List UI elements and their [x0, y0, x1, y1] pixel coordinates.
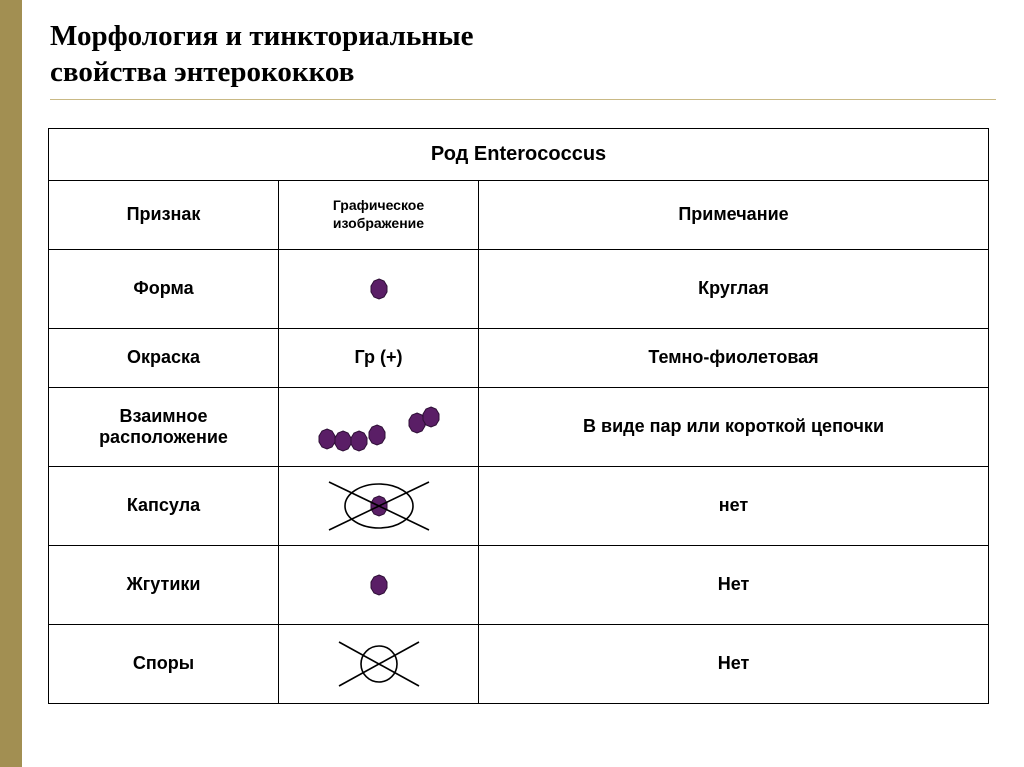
spores-trait: Споры: [49, 624, 279, 703]
stain-graphic-cell: Гр (+): [279, 328, 479, 387]
spores-graphic-cell: [279, 624, 479, 703]
title-line-1: Морфология и тинкториальные: [50, 20, 474, 52]
col-note-header: Примечание: [479, 180, 989, 249]
title-line-2: свойства энтерококков: [50, 56, 354, 88]
arrangement-note: В виде пар или короткой цепочки: [479, 387, 989, 466]
morphology-table-wrap: Род Enterococcus Признак Графическое изо…: [48, 128, 994, 704]
single-coccus-icon: [299, 269, 459, 309]
spore-crossed-icon: [299, 634, 459, 694]
row-shape: Форма Круглая: [49, 249, 989, 328]
shape-trait: Форма: [49, 249, 279, 328]
col-graphic-header: Графическое изображение: [279, 180, 479, 249]
row-capsule: Капсула нет: [49, 466, 989, 545]
genus-header-row: Род Enterococcus: [49, 128, 989, 180]
slide-title: Морфология и тинкториальные свойства энт…: [50, 18, 996, 91]
col-trait-header: Признак: [49, 180, 279, 249]
spores-note: Нет: [479, 624, 989, 703]
flagella-graphic-cell: [279, 545, 479, 624]
arrangement-trait: Взаимное расположение: [49, 387, 279, 466]
stain-trait: Окраска: [49, 328, 279, 387]
row-stain: Окраска Гр (+) Темно-фиолетовая: [49, 328, 989, 387]
row-flagella: Жгутики Нет: [49, 545, 989, 624]
morphology-table: Род Enterococcus Признак Графическое изо…: [48, 128, 989, 704]
flagella-note: Нет: [479, 545, 989, 624]
row-spores: Споры Нет: [49, 624, 989, 703]
stain-note: Темно-фиолетовая: [479, 328, 989, 387]
capsule-crossed-icon: [299, 474, 459, 538]
shape-graphic-cell: [279, 249, 479, 328]
genus-header-cell: Род Enterococcus: [49, 128, 989, 180]
arrangement-graphic-cell: [279, 387, 479, 466]
capsule-note: нет: [479, 466, 989, 545]
capsule-graphic-cell: [279, 466, 479, 545]
title-rule: [50, 99, 996, 100]
capsule-trait: Капсула: [49, 466, 279, 545]
accent-bar: [0, 0, 22, 767]
shape-note: Круглая: [479, 249, 989, 328]
flagella-coccus-icon: [299, 565, 459, 605]
flagella-trait: Жгутики: [49, 545, 279, 624]
slide-title-block: Морфология и тинкториальные свойства энт…: [50, 18, 996, 100]
cocci-chain-icon: [299, 399, 459, 455]
column-header-row: Признак Графическое изображение Примечан…: [49, 180, 989, 249]
row-arrangement: Взаимное расположение В виде пар или: [49, 387, 989, 466]
